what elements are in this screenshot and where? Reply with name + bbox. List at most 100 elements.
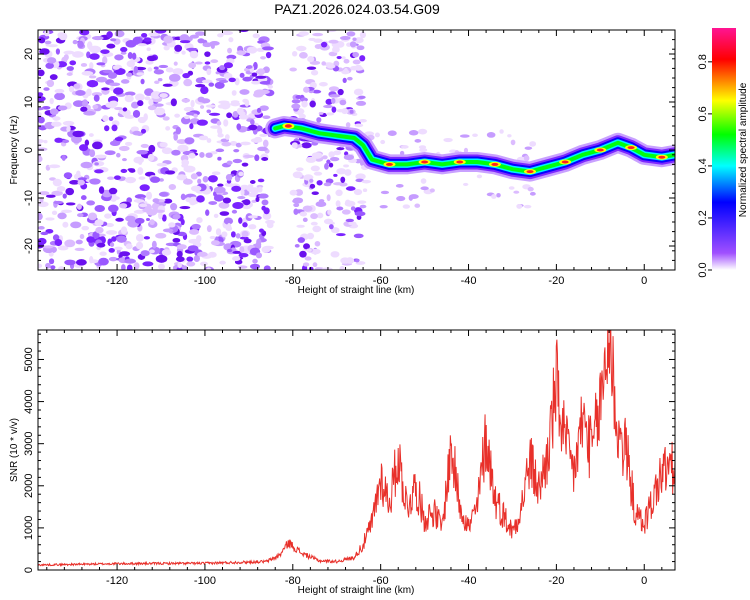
spectrogram-noise-cell [206, 267, 212, 270]
spectrogram-noise-cell [414, 139, 422, 143]
spectrogram-noise-cell [155, 232, 167, 239]
spectrogram-noise-cell [251, 199, 257, 203]
spectrogram-noise-cell [48, 164, 61, 169]
spectrogram-noise-cell [352, 51, 359, 58]
spectrogram-noise-cell [350, 206, 356, 211]
spectrogram-noise-cell [513, 190, 520, 194]
spectrogram-noise-cell [109, 140, 121, 146]
colorbar: 0.0 0.2 0.4 0.6 0.8 Normalized spectral ampl… [697, 28, 749, 278]
spectrogram-noise-cell [238, 114, 249, 120]
spectrogram-noise-cell [396, 196, 406, 202]
spectrogram-noise-cell [89, 149, 96, 158]
spectrogram-noise-cell [175, 126, 182, 135]
spectrogram-noise-cell [202, 175, 209, 183]
spectrogram-noise-cell [224, 134, 230, 140]
spectrogram-noise-cell [54, 238, 63, 247]
spectrogram-noise-cell [255, 196, 260, 203]
spectrogram-noise-cell [312, 32, 324, 37]
spectrogram-noise-cell [296, 45, 307, 52]
spectrogram-noise-cell [259, 105, 269, 111]
spectrogram-noise-cell [174, 44, 183, 52]
spectrogram-noise-cell [309, 178, 314, 183]
spectrogram-noise-cell [57, 266, 65, 270]
snr-ytick-label: 4000 [23, 389, 35, 413]
spectrogram-xlabel: Height of straight line (km) [298, 285, 415, 296]
spectrogram-noise-cell [289, 67, 297, 72]
spectrogram-noise-cell [217, 127, 223, 135]
colorbar-tick-label: 0.6 [697, 106, 709, 121]
spectrogram-noise-cell [45, 194, 56, 198]
spectrogram-noise-cell [200, 261, 208, 266]
spectrogram-noise-cell [462, 182, 469, 186]
spectrogram-noise-cell [124, 91, 136, 96]
spectrogram-hotspot-core [421, 160, 429, 164]
spectrogram-noise-cell [253, 61, 258, 70]
spectrogram-noise-cell [208, 82, 215, 87]
spectrogram-noise-cell [138, 176, 146, 180]
spectrogram-noise-cell [168, 222, 176, 228]
spectrogram-noise-cell [182, 72, 191, 79]
snr-y-axis: 0 1000 2000 3000 4000 5000 [23, 333, 675, 573]
chart-title: PAZ1.2026.024.03.54.G09 [274, 1, 440, 17]
spectrogram-noise-cell [305, 156, 317, 163]
snr-xtick-label: -20 [548, 575, 564, 587]
spectrogram-noise-cell [206, 68, 212, 76]
spectrogram-noise-cell [111, 124, 118, 132]
spectrogram-noise-cell [139, 203, 148, 208]
spectrogram-noise-cell [95, 226, 104, 234]
spectrogram-noise-cell [352, 37, 357, 42]
spectrogram-noise-cell [125, 40, 137, 48]
spectrogram-hotspot-core [658, 155, 666, 159]
spectrogram-y-axis: -20 -10 0 10 20 [23, 29, 675, 271]
spectrogram-noise-cell [133, 156, 145, 164]
spectrogram-noise-cell [291, 142, 298, 149]
spectrogram-noise-cell [124, 176, 137, 184]
spectrogram-noise-cell [154, 80, 160, 85]
snr-frame [37, 329, 676, 571]
spectrogram-noise-cell [301, 142, 312, 149]
spectrogram-noise-cell [223, 119, 229, 127]
spectrogram-noise-cell [491, 194, 497, 199]
spectrogram-noise-cell [315, 201, 327, 208]
spectrogram-noise-cell [89, 256, 94, 264]
spectrogram-noise-cell [529, 141, 537, 147]
spectrogram-noise-cell [218, 201, 230, 209]
spectrogram-noise-cell [71, 135, 82, 144]
spectrogram-noise-cell [313, 171, 323, 176]
spectrogram-noise-cell [258, 193, 269, 199]
spectrogram-noise-cell [143, 113, 148, 121]
spectrogram-noise-cell [259, 80, 271, 85]
spectrogram-noise-cell [311, 152, 323, 159]
spectrogram-noise-cell [152, 198, 160, 203]
spectrogram-noise-cell [261, 246, 271, 253]
colorbar-tick-label: 0.0 [697, 262, 709, 277]
spectrogram-noise-cell [374, 132, 380, 138]
spectrogram-noise-cell [86, 236, 95, 243]
spectrogram-noise-cell [260, 56, 267, 60]
spectrogram-noise-cell [128, 168, 136, 173]
spectrogram-noise-cell [46, 44, 58, 48]
spectrogram-noise-cell [223, 72, 233, 79]
spectrogram-noise-cell [168, 73, 181, 82]
spectrogram-noise-cell [344, 200, 356, 207]
spectrogram-noise-cell [54, 88, 65, 94]
spectrogram-noise-cell [314, 44, 323, 49]
spectrogram-noise-cell [121, 264, 126, 270]
spectrogram-noise-cell [136, 149, 148, 155]
spectrogram-noise-cell [326, 159, 331, 164]
spectrogram-noise-cell [265, 51, 272, 59]
spectrogram-noise-cell [208, 175, 218, 183]
spectrogram-noise-cell [232, 110, 239, 118]
spectrogram-noise-cell [116, 152, 121, 158]
spectrogram-noise-cell [328, 39, 339, 44]
spectrogram-noise-cell [242, 222, 248, 228]
spectrogram-noise-cell [107, 72, 118, 79]
spectrogram-noise-cell [114, 30, 125, 38]
spectrogram-noise-cell [86, 41, 93, 50]
spectrogram-noise-cell [267, 84, 274, 89]
spectrogram-noise-cell [325, 112, 335, 116]
spectrogram-noise-cell [257, 186, 263, 193]
spectrogram-noise-cell [48, 258, 55, 265]
spectrogram-noise-cell [402, 204, 411, 209]
spectrogram-noise-cell [105, 230, 118, 235]
